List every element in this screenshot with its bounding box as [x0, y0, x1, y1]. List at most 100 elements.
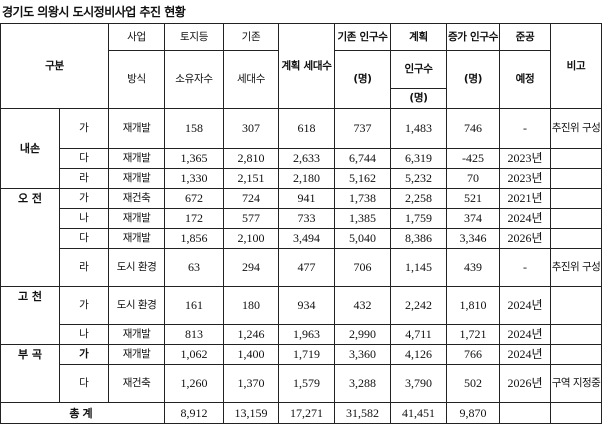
header-plan-units: 계획 세대수	[278, 23, 336, 109]
table-cell-exist-pop: 1,738	[334, 188, 392, 209]
table-cell-inc-pop: 502	[446, 364, 501, 403]
header-plan-pop-mid: 인구수	[390, 50, 448, 89]
table-cell-note	[550, 228, 602, 249]
table-cell-plan-units: 1,963	[278, 324, 336, 345]
table-cell-owners: 1,330	[164, 168, 225, 189]
table-cell-type: 재개발	[108, 208, 166, 229]
table-cell-owners: 1,062	[164, 344, 225, 365]
table-cell-inc-pop: 746	[446, 108, 501, 149]
table-cell-plan-units: 941	[278, 188, 336, 209]
header-done-bottom: 예정	[499, 50, 552, 109]
table-cell-exist-units: 294	[223, 248, 280, 287]
header-plan-pop-top: 계획	[390, 23, 448, 51]
header-exist-pop-bottom: (명)	[334, 50, 392, 109]
table-cell-exist-pop: 737	[334, 108, 392, 149]
table-cell-plan-units: 1,719	[278, 344, 336, 365]
table-cell-type: 재건축	[108, 364, 166, 403]
table-cell-type: 재개발	[108, 324, 166, 345]
table-cell-owners: 672	[164, 188, 225, 209]
header-type-bottom: 방식	[108, 50, 166, 109]
table-cell-inc-pop: 521	[446, 188, 501, 209]
table-cell-inc-pop: 1,810	[446, 286, 501, 325]
table-cell-note: 추진위 구성	[550, 248, 602, 287]
table-cell-exist-pop: 3,360	[334, 344, 392, 365]
table-cell-note	[550, 324, 602, 345]
table-cell-plan-pop: 1,759	[390, 208, 448, 229]
table-cell-exist-units: 307	[223, 108, 280, 149]
table-cell-done: -	[499, 108, 552, 149]
table-row-sub: 라	[58, 168, 110, 189]
table-cell-inc-pop: 70	[446, 168, 501, 189]
table-cell-type: 도시 환경	[108, 286, 166, 325]
header-note: 비고	[550, 23, 602, 109]
table-cell-plan-units: 618	[278, 108, 336, 149]
total-exist-pop: 31,582	[334, 402, 392, 424]
table-cell-exist-units: 724	[223, 188, 280, 209]
header-owners-bottom: 소유자수	[164, 50, 225, 109]
table-cell-plan-units: 1,579	[278, 364, 336, 403]
table-row-sub: 가	[58, 188, 110, 209]
table-cell-done: 2021년	[499, 188, 552, 209]
table-cell-note	[550, 168, 602, 189]
table-cell-owners: 1,856	[164, 228, 225, 249]
table-cell-owners: 158	[164, 108, 225, 149]
table-cell-done: -	[499, 248, 552, 287]
table-cell-plan-pop: 4,711	[390, 324, 448, 345]
table-cell-plan-pop: 4,126	[390, 344, 448, 365]
table-cell-exist-pop: 2,990	[334, 324, 392, 345]
table-cell-plan-pop: 5,232	[390, 168, 448, 189]
table-cell-exist-pop: 3,288	[334, 364, 392, 403]
header-exist-units-top: 기존	[223, 23, 280, 51]
total-inc-pop: 9,870	[446, 402, 501, 424]
table-cell-note: 구역 지정중	[550, 364, 602, 403]
table-cell-note	[550, 148, 602, 169]
table-cell-done: 2024년	[499, 324, 552, 345]
group-ojeon: 오 전	[0, 188, 60, 287]
table-cell-owners: 161	[164, 286, 225, 325]
table-cell-type: 재개발	[108, 344, 166, 365]
table-cell-exist-pop: 5,040	[334, 228, 392, 249]
table-cell-done: 2024년	[499, 286, 552, 325]
table-cell-exist-units: 1,370	[223, 364, 280, 403]
table-cell-exist-pop: 5,162	[334, 168, 392, 189]
table-cell-note: 추진위 구성	[550, 108, 602, 149]
header-exist-pop-top: 기존 인구수	[334, 23, 392, 51]
table-cell-note	[550, 208, 602, 229]
table-cell-inc-pop: 3,346	[446, 228, 501, 249]
table-cell-exist-units: 2,100	[223, 228, 280, 249]
table-cell-done: 2023년	[499, 148, 552, 169]
table-row-sub: 다	[58, 148, 110, 169]
table-cell-owners: 172	[164, 208, 225, 229]
table-row-sub: 다	[58, 228, 110, 249]
table-cell-exist-pop: 1,385	[334, 208, 392, 229]
total-exist-units: 13,159	[223, 402, 280, 424]
table-cell-exist-pop: 6,744	[334, 148, 392, 169]
table-cell-owners: 813	[164, 324, 225, 345]
table-cell-done: 2026년	[499, 228, 552, 249]
table-cell-plan-pop: 1,483	[390, 108, 448, 149]
table-row-sub: 라	[58, 248, 110, 287]
header-inc-pop-bottom: (명)	[446, 50, 501, 109]
header-exist-units-bottom: 세대수	[223, 50, 280, 109]
table-cell-exist-pop: 432	[334, 286, 392, 325]
table-cell-inc-pop: 766	[446, 344, 501, 365]
table-cell-inc-pop: 439	[446, 248, 501, 287]
total-done	[499, 402, 552, 424]
table-cell-plan-units: 477	[278, 248, 336, 287]
table-cell-done: 2026년	[499, 364, 552, 403]
total-owners: 8,912	[164, 402, 225, 424]
table-row-sub: 가	[58, 286, 110, 325]
table-cell-exist-pop: 706	[334, 248, 392, 287]
header-type-top: 사업	[108, 23, 166, 51]
table-row-sub: 다	[58, 364, 110, 403]
table-cell-owners: 63	[164, 248, 225, 287]
table-cell-plan-pop: 2,242	[390, 286, 448, 325]
table-cell-plan-pop: 8,386	[390, 228, 448, 249]
table-cell-type: 재개발	[108, 228, 166, 249]
table-cell-type: 도시 환경	[108, 248, 166, 287]
table-cell-plan-pop: 2,258	[390, 188, 448, 209]
total-note	[550, 402, 602, 424]
table-cell-plan-units: 2,633	[278, 148, 336, 169]
table-cell-inc-pop: 1,721	[446, 324, 501, 345]
table-cell-exist-units: 577	[223, 208, 280, 229]
